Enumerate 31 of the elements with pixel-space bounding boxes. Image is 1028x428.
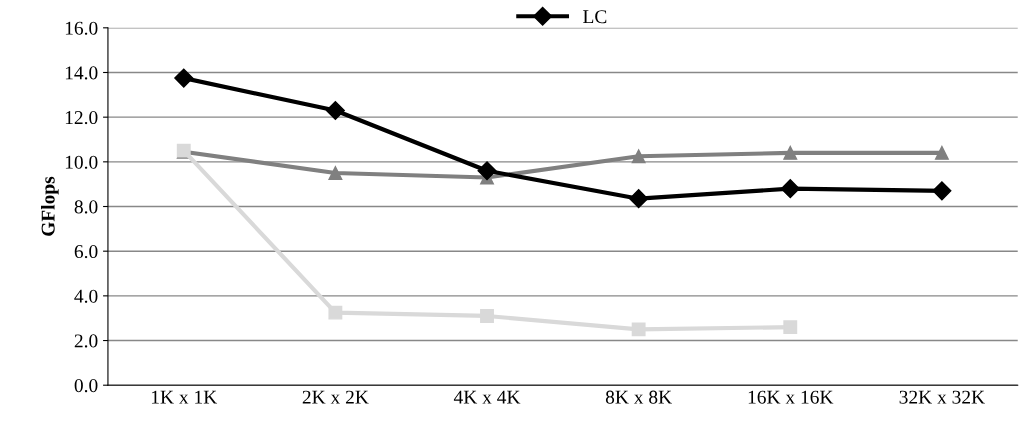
y-tick-label: 4.0 [74, 289, 98, 303]
x-tick-label: 4K x 4K [453, 390, 521, 404]
point [328, 305, 343, 320]
point [780, 179, 800, 199]
point [328, 166, 343, 180]
y-tick-label: 14.0 [65, 66, 98, 80]
x-tick-label: 16K x 16K [748, 390, 834, 404]
point [477, 161, 497, 181]
legend-label: LC [583, 10, 607, 24]
y-tick-label: 0.0 [74, 379, 98, 393]
point [934, 145, 949, 160]
x-tick-label: 32K x 32K [899, 390, 985, 404]
point [174, 68, 194, 88]
point [325, 100, 345, 120]
y-tick-label: 12.0 [65, 110, 98, 125]
y-tick-label: 2.0 [74, 334, 98, 348]
point [480, 309, 494, 323]
x-tick-label: 1K x 1K [151, 390, 218, 404]
point [631, 322, 646, 337]
y-tick-label: 16.0 [65, 21, 98, 35]
point [783, 320, 798, 335]
x-tick-label: 2K x 2K [302, 390, 369, 404]
point [629, 189, 649, 209]
point [631, 149, 646, 164]
point [932, 181, 952, 201]
y-tick-label: 10.0 [65, 155, 98, 169]
point [783, 145, 798, 160]
y-axis-title: GFlops [41, 176, 59, 236]
x-tick-label: 8K x 8K [605, 390, 672, 404]
y-tick-label: 8.0 [74, 200, 98, 214]
y-tick-label: 6.0 [74, 245, 98, 259]
